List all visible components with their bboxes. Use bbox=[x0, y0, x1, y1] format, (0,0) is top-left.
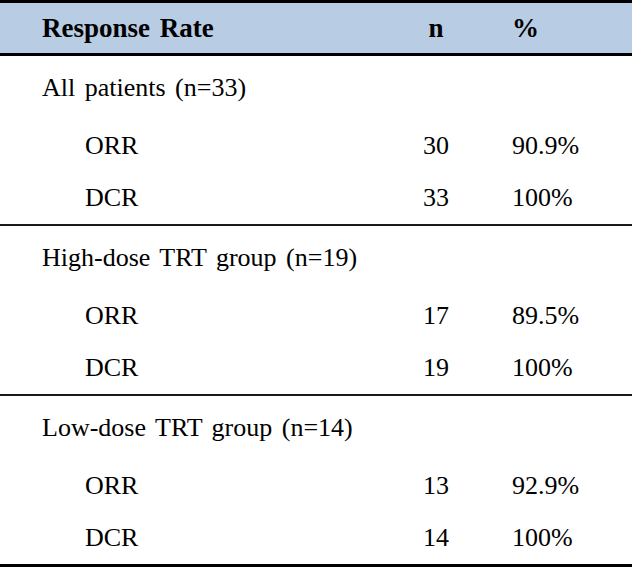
header-col-percent: % bbox=[512, 13, 632, 44]
cell-n-value: 30 bbox=[406, 133, 466, 159]
row-label: ORR bbox=[0, 473, 406, 499]
cell-n-value: 13 bbox=[406, 473, 466, 499]
group-label: All patients (n=33) bbox=[0, 75, 632, 101]
table-row-orr: ORR 13 92.9% bbox=[0, 460, 632, 512]
group-row-all-patients: All patients (n=33) bbox=[0, 56, 632, 120]
cell-percent-value: 92.9% bbox=[512, 473, 632, 499]
cell-percent-value: 100% bbox=[512, 185, 632, 211]
group-label: Low-dose TRT group (n=14) bbox=[0, 415, 632, 441]
cell-percent-value: 100% bbox=[512, 525, 632, 551]
cell-n-value: 19 bbox=[406, 355, 466, 381]
cell-percent-value: 89.5% bbox=[512, 303, 632, 329]
section-all-patients: All patients (n=33) ORR 30 90.9% DCR 33 … bbox=[0, 56, 632, 226]
cell-n-value: 14 bbox=[406, 525, 466, 551]
group-row-high-dose: High-dose TRT group (n=19) bbox=[0, 226, 632, 290]
row-label: DCR bbox=[0, 525, 406, 551]
table-row-dcr: DCR 19 100% bbox=[0, 342, 632, 394]
table-row-dcr: DCR 14 100% bbox=[0, 512, 632, 564]
response-rate-table-page: Response Rate n % All patients (n=33) OR… bbox=[0, 0, 632, 576]
header-response-rate: Response Rate bbox=[0, 13, 406, 44]
response-rate-table: Response Rate n % All patients (n=33) OR… bbox=[0, 0, 632, 567]
cell-percent-value: 100% bbox=[512, 355, 632, 381]
section-low-dose-trt: Low-dose TRT group (n=14) ORR 13 92.9% D… bbox=[0, 396, 632, 567]
table-header-row: Response Rate n % bbox=[0, 3, 632, 56]
cell-percent-value: 90.9% bbox=[512, 133, 632, 159]
table-row-orr: ORR 17 89.5% bbox=[0, 290, 632, 342]
row-label: DCR bbox=[0, 355, 406, 381]
section-high-dose-trt: High-dose TRT group (n=19) ORR 17 89.5% … bbox=[0, 226, 632, 396]
cell-n-value: 33 bbox=[406, 185, 466, 211]
row-label: ORR bbox=[0, 303, 406, 329]
group-label: High-dose TRT group (n=19) bbox=[0, 245, 632, 271]
header-col-n: n bbox=[406, 13, 466, 44]
row-label: DCR bbox=[0, 185, 406, 211]
table-row-dcr: DCR 33 100% bbox=[0, 172, 632, 224]
row-label: ORR bbox=[0, 133, 406, 159]
cell-n-value: 17 bbox=[406, 303, 466, 329]
table-row-orr: ORR 30 90.9% bbox=[0, 120, 632, 172]
group-row-low-dose: Low-dose TRT group (n=14) bbox=[0, 396, 632, 460]
